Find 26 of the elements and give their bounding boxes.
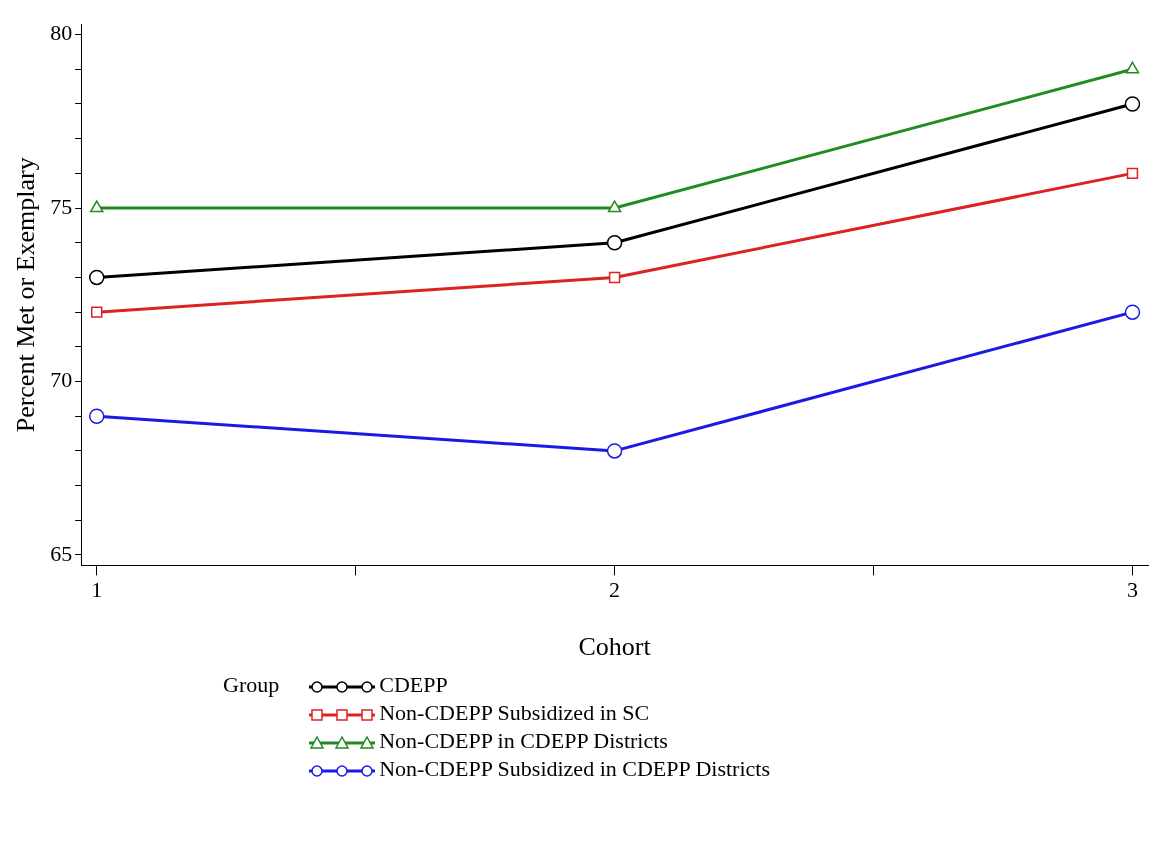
- x-axis-title: Cohort: [578, 632, 652, 662]
- legend-label: CDEPP: [379, 672, 448, 697]
- point: [1126, 167, 1139, 180]
- point: [1124, 304, 1141, 320]
- y-tick-label: 80: [50, 20, 73, 46]
- legend-title: Group: [223, 672, 280, 699]
- x-tick-label: 1: [91, 577, 103, 603]
- point: [607, 200, 622, 213]
- point: [91, 306, 103, 318]
- point: [606, 235, 623, 251]
- point: [1124, 96, 1141, 112]
- legend-label: Non-CDEPP in CDEPP Districts: [379, 728, 668, 753]
- y-axis-title: Percent Met or Exemplary: [11, 157, 41, 433]
- point: [606, 443, 623, 459]
- point: [88, 269, 105, 286]
- point: [608, 271, 621, 284]
- x-tick-label: 2: [609, 577, 621, 603]
- y-tick-label: 65: [50, 540, 73, 566]
- point: [1125, 61, 1140, 74]
- legend-label: Non-CDEPP Subsidized in SC: [379, 700, 650, 725]
- y-tick-label: 70: [50, 367, 73, 393]
- x-tick-label: 3: [1126, 577, 1138, 603]
- point: [89, 200, 104, 213]
- legend-label: Non-CDEPP Subsidized in CDEPP Districts: [379, 756, 770, 781]
- point: [88, 408, 105, 424]
- y-tick-label: 75: [50, 193, 73, 219]
